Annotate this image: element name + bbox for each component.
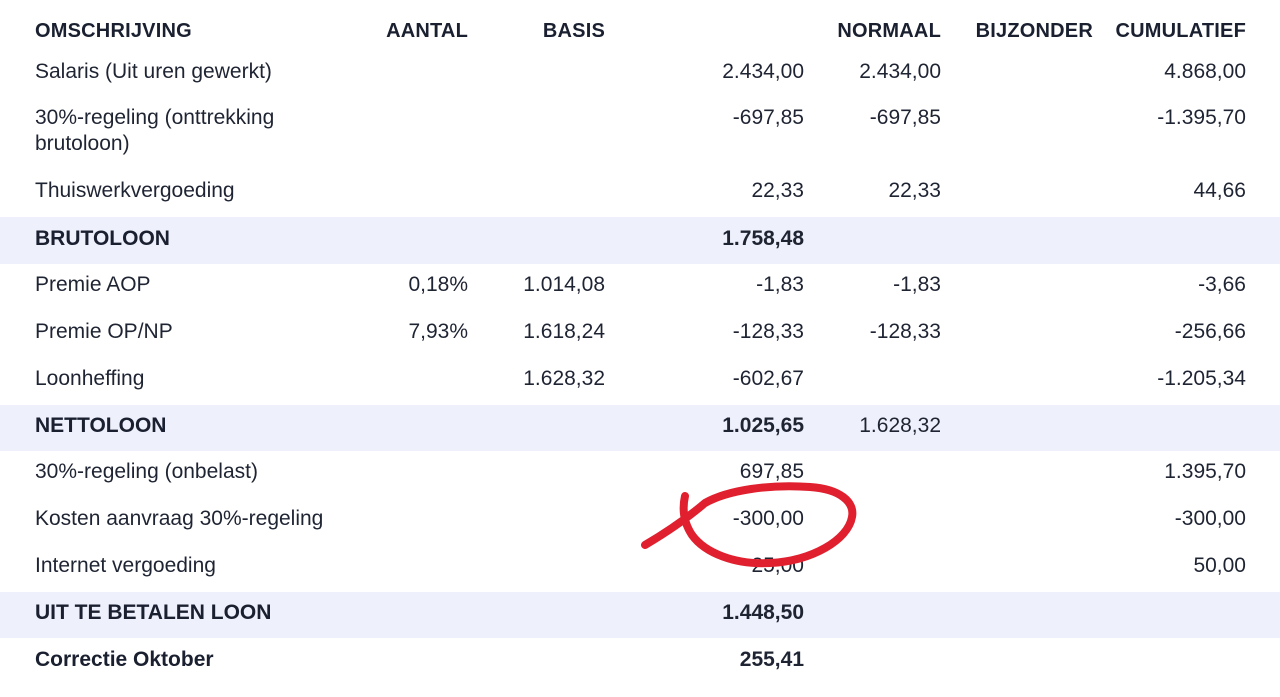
row-basis: 1.618,24 — [523, 320, 605, 343]
row-aantal: 0,18% — [408, 273, 468, 296]
row-normaal: 2.434,00 — [859, 60, 941, 83]
row-amount: 697,85 — [739, 460, 804, 483]
row-description: UIT TE BETALEN LOON — [35, 601, 272, 624]
row-cumulatief: 1.395,70 — [1164, 460, 1246, 483]
row-description: Premie OP/NP — [35, 320, 173, 343]
row-basis: 1.628,32 — [523, 367, 605, 390]
row-description: BRUTOLOON — [35, 227, 170, 250]
table-row: Internet vergoeding 25,00 50,00 — [0, 545, 1280, 592]
table-row: Premie OP/NP 7,93% 1.618,24 -128,33 -128… — [0, 311, 1280, 358]
row-cumulatief: -256,66 — [1174, 320, 1246, 343]
row-amount: 1.758,48 — [722, 227, 804, 250]
header-omschrijving: OMSCHRIJVING — [35, 20, 192, 42]
row-description: NETTOLOON — [35, 414, 167, 437]
row-amount: -128,33 — [732, 320, 804, 343]
row-amount: 22,33 — [751, 179, 804, 202]
row-description: Loonheffing — [35, 367, 145, 390]
row-normaal: 22,33 — [888, 179, 941, 202]
header-cumulatief: CUMULATIEF — [1115, 20, 1246, 42]
header-normaal: NORMAAL — [837, 20, 941, 42]
row-description: Premie AOP — [35, 273, 151, 296]
row-normaal: -697,85 — [869, 106, 941, 129]
row-cumulatief: 44,66 — [1193, 179, 1246, 202]
table-row: Premie AOP 0,18% 1.014,08 -1,83 -1,83 -3… — [0, 264, 1280, 311]
header-aantal: AANTAL — [386, 20, 468, 42]
row-amount: 2.434,00 — [722, 60, 804, 83]
row-normaal: -1,83 — [893, 273, 941, 296]
row-aantal: 7,93% — [408, 320, 468, 343]
row-description: Kosten aanvraag 30%-regeling — [35, 507, 324, 530]
table-row: 30%-regeling (onttrekking brutoloon) -69… — [0, 96, 1280, 169]
header-basis: BASIS — [542, 20, 605, 42]
row-cumulatief: -1.395,70 — [1157, 106, 1246, 129]
table-header: OMSCHRIJVING AANTAL BASIS NORMAAL BIJZON… — [0, 18, 1280, 48]
row-description: Internet vergoeding — [35, 554, 216, 577]
row-amount: 25,00 — [751, 554, 804, 577]
row-basis: 1.014,08 — [523, 273, 605, 296]
row-normaal: 1.628,32 — [859, 414, 941, 437]
subtotal-row-brutoloon: BRUTOLOON 1.758,48 — [0, 217, 1280, 264]
row-cumulatief: 50,00 — [1193, 554, 1246, 577]
table-row: Salaris (Uit uren gewerkt) 2.434,00 2.43… — [0, 48, 1280, 96]
row-amount: -1,83 — [756, 273, 804, 296]
row-amount: -602,67 — [732, 367, 804, 390]
table-row: Loonheffing 1.628,32 -602,67 -1.205,34 — [0, 358, 1280, 405]
subtotal-row-nettoloon: NETTOLOON 1.025,65 1.628,32 — [0, 405, 1280, 451]
row-amount: 1.448,50 — [722, 601, 804, 624]
row-description: 30%-regeling (onbelast) — [35, 460, 258, 483]
row-description: Salaris (Uit uren gewerkt) — [35, 60, 272, 83]
total-row-uit-te-betalen: UIT TE BETALEN LOON 1.448,50 — [0, 592, 1280, 638]
table-row: Thuiswerkvergoeding 22,33 22,33 44,66 — [0, 169, 1280, 217]
row-cumulatief: -300,00 — [1174, 507, 1246, 530]
row-normaal: -128,33 — [869, 320, 941, 343]
row-description: Thuiswerkvergoeding — [35, 179, 235, 202]
table-row: Kosten aanvraag 30%-regeling -300,00 -30… — [0, 498, 1280, 545]
table-row-correctie: Correctie Oktober 255,41 — [0, 638, 1280, 684]
row-amount-highlighted: -300,00 — [732, 507, 804, 530]
row-description: Correctie Oktober — [35, 648, 214, 671]
table-row: 30%-regeling (onbelast) 697,85 1.395,70 — [0, 451, 1280, 498]
row-amount: 255,41 — [739, 648, 804, 671]
header-bijzonder: BIJZONDER — [975, 20, 1093, 42]
row-description: 30%-regeling (onttrekking brutoloon) — [35, 106, 275, 155]
row-cumulatief: -1.205,34 — [1157, 367, 1246, 390]
row-cumulatief: 4.868,00 — [1164, 60, 1246, 83]
row-cumulatief: -3,66 — [1198, 273, 1246, 296]
row-amount: 1.025,65 — [722, 414, 804, 437]
row-amount: -697,85 — [732, 106, 804, 129]
